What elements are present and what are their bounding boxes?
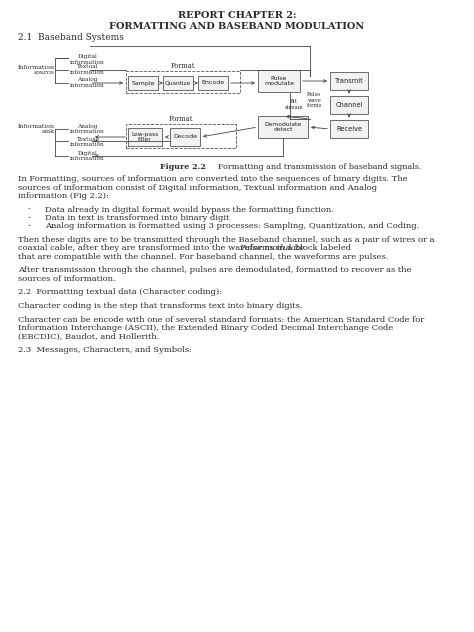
Text: -: - xyxy=(28,222,31,231)
Text: (EBCDIC), Baudot, and Hollerith.: (EBCDIC), Baudot, and Hollerith. xyxy=(18,332,159,341)
Text: Low-pass
filter: Low-pass filter xyxy=(131,131,159,142)
Text: After transmission through the channel, pulses are demodulated, formatted to rec: After transmission through the channel, … xyxy=(18,267,411,274)
Bar xyxy=(128,76,158,90)
Text: 2.1  Baseband Systems: 2.1 Baseband Systems xyxy=(18,33,124,42)
Text: REPORT CHAPTER 2:: REPORT CHAPTER 2: xyxy=(178,11,296,20)
Text: sources of information consist of Digital information, Textual information and A: sources of information consist of Digita… xyxy=(18,183,377,191)
Text: FORMATTING AND BASEBAND MODULATION: FORMATTING AND BASEBAND MODULATION xyxy=(109,22,365,31)
Text: Format: Format xyxy=(169,115,193,123)
Text: Then these digits are to be transmitted through the Baseband channel, such as a : Then these digits are to be transmitted … xyxy=(18,236,435,244)
Text: Digital
information: Digital information xyxy=(70,54,105,65)
Text: -: - xyxy=(28,214,31,222)
Bar xyxy=(258,116,308,138)
Text: Quantize: Quantize xyxy=(165,80,191,85)
Text: Formatting and transmission of baseband signals.: Formatting and transmission of baseband … xyxy=(213,163,421,171)
Text: Analog
information: Analog information xyxy=(70,77,105,88)
Text: Format: Format xyxy=(171,62,195,70)
Text: Pulse
modulate: Pulse modulate xyxy=(264,76,294,87)
Text: sources of information.: sources of information. xyxy=(18,275,116,283)
Text: Information
source: Information source xyxy=(18,64,55,75)
Text: 2.2  Formatting textual data (Character coding):: 2.2 Formatting textual data (Character c… xyxy=(18,288,222,296)
Text: Data in text is transformed into binary digit: Data in text is transformed into binary … xyxy=(45,214,229,222)
Bar xyxy=(170,128,200,146)
Text: Character can be encode with one of several standard formats: the American Stand: Character can be encode with one of seve… xyxy=(18,315,424,324)
Text: Channel: Channel xyxy=(335,102,363,108)
Bar xyxy=(330,96,368,114)
Text: In Formatting, sources of information are converted into the sequences of binary: In Formatting, sources of information ar… xyxy=(18,175,408,183)
Text: Information Interchange (ASCII), the Extended Binary Coded Decimal Interchange C: Information Interchange (ASCII), the Ext… xyxy=(18,324,393,332)
Text: Figure 2.2: Figure 2.2 xyxy=(160,163,206,171)
Text: Bit
stream: Bit stream xyxy=(284,99,303,110)
Text: Digital
information: Digital information xyxy=(70,150,105,161)
Text: Character coding is the step that transforms text into binary digits.: Character coding is the step that transf… xyxy=(18,302,302,310)
Bar xyxy=(198,76,228,90)
Text: 2.3  Messages, Characters, and Symbols:: 2.3 Messages, Characters, and Symbols: xyxy=(18,346,192,354)
Bar xyxy=(126,71,240,93)
Text: Data already in digital format would bypass the formatting function.: Data already in digital format would byp… xyxy=(45,205,334,214)
Text: Textual
information: Textual information xyxy=(70,64,105,75)
Text: Information
sink: Information sink xyxy=(18,124,55,135)
Text: Pulse modulate: Pulse modulate xyxy=(239,245,304,253)
Text: Textual
information: Textual information xyxy=(70,137,105,147)
Text: that are compatible with the channel. For baseband channel, the waveforms are pu: that are compatible with the channel. Fo… xyxy=(18,253,388,261)
Text: Receive: Receive xyxy=(336,126,362,132)
Bar xyxy=(330,72,368,90)
Text: Pulse
wave
forms: Pulse wave forms xyxy=(307,92,322,108)
Bar xyxy=(163,76,193,90)
Text: Encode: Encode xyxy=(201,80,225,85)
Bar xyxy=(128,128,162,146)
Text: Sample: Sample xyxy=(131,80,155,85)
Text: Demodulate
detect: Demodulate detect xyxy=(264,121,301,132)
Text: Analog
information: Analog information xyxy=(70,124,105,135)
Bar xyxy=(258,70,300,92)
Text: -: - xyxy=(28,205,31,214)
Text: coaxial cable, after they are transformed into the waveforms in a block labeled: coaxial cable, after they are transforme… xyxy=(18,245,354,253)
Bar xyxy=(330,120,368,138)
Text: information (Fig 2.2):: information (Fig 2.2): xyxy=(18,192,109,200)
Bar xyxy=(126,124,236,148)
Text: Transmit: Transmit xyxy=(335,78,364,84)
Text: Decode: Decode xyxy=(173,135,197,140)
Text: Analog information is formatted using 3 processes: Sampling, Quantization, and C: Analog information is formatted using 3 … xyxy=(45,222,419,231)
